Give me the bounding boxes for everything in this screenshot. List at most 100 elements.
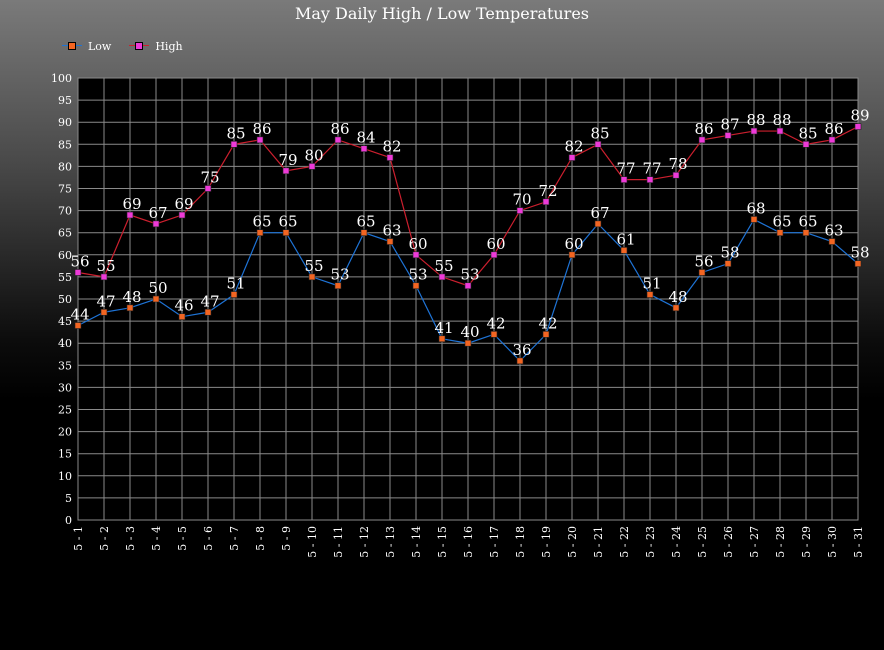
- data-point-high: [672, 171, 680, 179]
- data-label-low: 50: [148, 279, 167, 297]
- data-label-low: 65: [798, 213, 817, 231]
- x-tick-label: 5 - 28: [774, 526, 787, 558]
- data-label-high: 84: [356, 129, 375, 147]
- y-tick-label: 80: [58, 160, 72, 173]
- data-point-low: [620, 247, 628, 254]
- x-tick-label: 5 - 30: [826, 526, 839, 558]
- x-tick-label: 5 - 4: [150, 526, 163, 551]
- data-point-high: [828, 136, 836, 144]
- data-label-high: 60: [408, 235, 427, 253]
- data-point-low: [698, 269, 706, 276]
- y-tick-label: 10: [58, 470, 72, 483]
- data-point-low: [464, 339, 472, 347]
- data-point-high: [412, 251, 420, 259]
- y-tick-label: 30: [58, 381, 72, 394]
- data-point-high: [776, 127, 784, 135]
- data-point-low: [386, 238, 394, 245]
- data-point-low: [724, 260, 732, 267]
- data-point-high: [724, 132, 732, 139]
- data-point-high: [438, 273, 446, 281]
- legend-label-high: High: [155, 39, 183, 53]
- x-tick-label: 5 - 20: [566, 526, 579, 558]
- plot-border: [77, 77, 859, 521]
- data-label-low: 58: [720, 244, 739, 262]
- data-point-high: [126, 211, 134, 219]
- data-label-high: 55: [434, 257, 453, 275]
- y-tick-label: 50: [58, 293, 72, 306]
- data-point-low: [100, 308, 108, 316]
- data-point-low: [438, 335, 446, 343]
- data-label-low: 56: [694, 252, 713, 270]
- data-point-high: [100, 273, 108, 281]
- data-label-low: 48: [122, 288, 141, 306]
- x-tick-label: 5 - 13: [384, 526, 397, 558]
- y-tick-label: 0: [65, 514, 72, 527]
- data-label-low: 51: [642, 275, 661, 293]
- legend-swatch-low: [62, 41, 82, 51]
- data-point-high: [620, 176, 628, 183]
- x-tick-label: 5 - 7: [228, 526, 241, 551]
- y-tick-label: 60: [58, 249, 72, 262]
- data-point-low: [74, 322, 82, 329]
- data-label-high: 70: [512, 191, 531, 209]
- data-label-low: 48: [668, 288, 687, 306]
- x-tick-label: 5 - 11: [332, 526, 345, 558]
- data-label-high: 78: [668, 155, 687, 173]
- data-label-low: 63: [382, 222, 401, 240]
- data-point-low: [776, 229, 784, 236]
- data-point-low: [126, 304, 134, 312]
- data-point-high: [204, 185, 212, 192]
- data-point-high: [568, 154, 576, 161]
- data-label-low: 65: [356, 213, 375, 231]
- data-label-low: 55: [304, 257, 323, 275]
- data-label-high: 53: [460, 266, 479, 284]
- data-point-low: [568, 251, 576, 259]
- x-tick-label: 5 - 16: [462, 526, 475, 558]
- y-tick-label: 100: [51, 72, 72, 85]
- data-point-low: [516, 357, 524, 365]
- x-tick-label: 5 - 24: [670, 526, 683, 558]
- data-point-low: [750, 216, 758, 223]
- data-label-low: 47: [200, 292, 219, 310]
- data-label-low: 46: [174, 297, 193, 315]
- data-label-low: 42: [538, 314, 557, 332]
- y-tick-label: 15: [58, 448, 72, 461]
- data-label-low: 58: [850, 244, 869, 262]
- data-label-low: 47: [96, 292, 115, 310]
- data-label-high: 82: [564, 138, 583, 156]
- y-tick-label: 40: [58, 337, 72, 350]
- data-point-low: [204, 308, 212, 316]
- data-label-high: 77: [642, 160, 661, 178]
- data-point-low: [646, 291, 654, 298]
- data-label-low: 60: [564, 235, 583, 253]
- data-point-low: [308, 273, 316, 281]
- data-point-low: [230, 291, 238, 298]
- x-tick-label: 5 - 23: [644, 526, 657, 558]
- x-tick-label: 5 - 3: [124, 526, 137, 551]
- x-tick-label: 5 - 14: [410, 526, 423, 558]
- data-label-high: 88: [746, 111, 765, 129]
- data-label-high: 86: [252, 120, 271, 138]
- x-tick-label: 5 - 25: [696, 526, 709, 558]
- data-point-high: [750, 127, 758, 135]
- data-label-low: 63: [824, 222, 843, 240]
- data-label-low: 53: [408, 266, 427, 284]
- data-point-high: [230, 141, 238, 148]
- data-point-high: [464, 282, 472, 290]
- data-point-high: [360, 145, 368, 153]
- data-point-low: [152, 295, 160, 303]
- data-label-high: 75: [200, 169, 219, 187]
- data-point-low: [854, 260, 862, 267]
- data-point-low: [672, 304, 680, 312]
- y-tick-label: 25: [58, 404, 72, 417]
- x-tick-label: 5 - 1: [72, 526, 85, 551]
- data-label-low: 51: [226, 275, 245, 293]
- y-tick-label: 55: [58, 271, 72, 284]
- y-tick-label: 95: [58, 94, 72, 107]
- data-label-low: 41: [434, 319, 453, 337]
- data-label-high: 86: [694, 120, 713, 138]
- data-label-high: 67: [148, 204, 167, 222]
- data-label-low: 65: [278, 213, 297, 231]
- data-label-high: 87: [720, 115, 739, 133]
- legend-item-high: High: [129, 39, 183, 53]
